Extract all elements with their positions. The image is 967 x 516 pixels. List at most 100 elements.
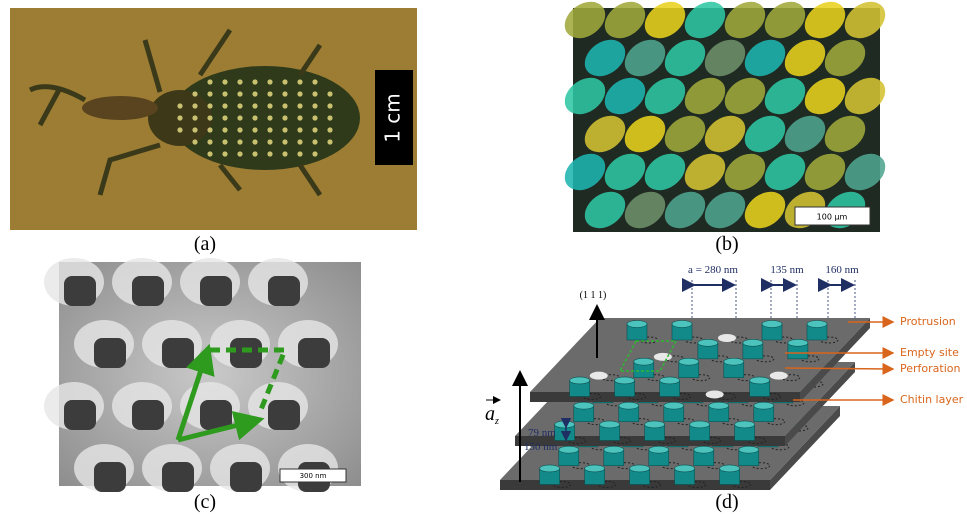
scale [664,39,706,77]
perforation [702,436,722,444]
elytra-dot [297,127,303,133]
elytra-dot [237,139,243,145]
cylinder-top [659,376,680,385]
unit-cell [618,340,678,372]
elytra-dot [252,151,258,157]
scale [764,153,806,191]
elytra-dot [312,103,318,109]
scale [584,191,626,229]
scale [624,191,666,229]
perforation [627,392,647,400]
beetle [28,28,360,197]
empty-site [653,352,672,361]
cylinder-top [629,464,650,473]
cylinder-top [697,339,719,347]
cylinder-top [614,376,635,385]
scale [804,77,846,115]
elytra-dot [207,151,213,157]
sem-hole [230,338,262,368]
cylinder-top [554,420,575,429]
elytra-dot [267,115,273,121]
scale [564,77,606,115]
scale [764,1,806,39]
cylinder-top [738,445,760,454]
elytra-dot [222,151,228,157]
sem-hole [132,276,164,306]
cylinder-top [708,401,730,410]
elytra-dot [297,115,303,121]
elytra-dot [222,91,228,97]
scale [764,77,806,115]
elytra-dot [237,151,243,157]
perforation [657,436,677,444]
slab-front [515,436,785,446]
elytra-dot [192,139,198,145]
scale [584,39,626,77]
scale-bar [375,70,413,165]
scale-bar [279,468,347,483]
cylinder-top [633,357,655,366]
sem-hole [162,338,194,368]
perforation [766,418,786,426]
cylinder-top [806,320,828,328]
slabs [500,318,870,490]
elytra-dot [207,91,213,97]
scale [844,1,886,39]
sem-hole [268,400,300,430]
empty-site [705,390,724,399]
elytra-dot [207,115,213,121]
scale [724,1,766,39]
cylinder-top [753,401,775,410]
scale [844,77,886,115]
panel-label: (d) [715,491,738,513]
scale [624,115,666,153]
elytra-dot [312,79,318,85]
cylinder-top [671,320,693,328]
scale [724,153,766,191]
cylinder-top [742,339,764,347]
elytra-dot [282,139,288,145]
perforation [717,392,737,400]
scale [844,153,886,191]
elytra-dot [327,103,333,109]
elytra-dot [222,139,228,145]
sem-hole [94,338,126,368]
cylinder-top [648,445,670,454]
scale [624,39,666,77]
slab-front [500,480,770,490]
elytra-dot [252,91,258,97]
perforation [597,480,617,488]
panel-a: 1 cm (a) [10,8,417,255]
perforation [732,480,752,488]
elytra-dot [237,127,243,133]
cylinder-top [719,464,740,473]
panel-b: 100 µm (b) [564,1,886,255]
cylinder-top [674,464,695,473]
callout-label: Chitin layer [900,393,964,406]
direction-label: (1 1 1) [580,290,607,301]
perforation [755,355,775,363]
elytra-dot [192,91,198,97]
perforation [747,436,767,444]
scale [804,153,846,191]
empty-site [589,371,608,380]
scale [684,153,726,191]
perforation [552,480,572,488]
perforation [672,392,692,400]
scale [604,77,646,115]
elytra-dot [222,115,228,121]
cylinder-top [734,420,755,429]
scale [784,115,826,153]
scale [824,115,866,153]
perforation [691,374,711,382]
cylinder-top [644,420,665,429]
elytra-dot [237,91,243,97]
elytra-dot [312,151,318,157]
cylinder-top [599,420,620,429]
cylinder-top [626,320,648,328]
sem-hole [64,276,96,306]
scale [584,115,626,153]
perforation [762,392,782,400]
scale [644,1,686,39]
